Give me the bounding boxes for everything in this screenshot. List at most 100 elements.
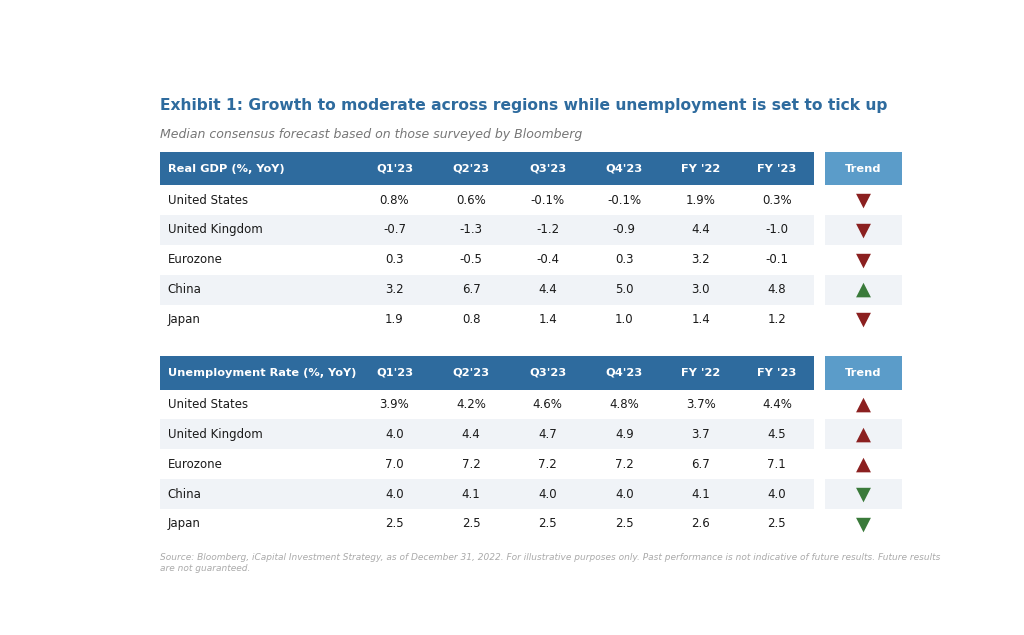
Text: Median consensus forecast based on those surveyed by Bloomberg: Median consensus forecast based on those… [160, 128, 582, 140]
Text: Q2'23: Q2'23 [453, 164, 489, 173]
Text: 4.9: 4.9 [614, 428, 634, 441]
Text: 4.4: 4.4 [539, 283, 557, 296]
FancyBboxPatch shape [824, 356, 902, 390]
FancyBboxPatch shape [160, 450, 814, 479]
Text: 4.0: 4.0 [385, 488, 403, 500]
FancyBboxPatch shape [824, 185, 902, 215]
Text: 0.8: 0.8 [462, 313, 480, 326]
FancyBboxPatch shape [824, 479, 902, 509]
Text: United States: United States [168, 398, 248, 411]
Text: United Kingdom: United Kingdom [168, 428, 262, 441]
Text: 2.5: 2.5 [539, 518, 557, 530]
Text: ▼: ▼ [856, 514, 870, 533]
Text: -0.7: -0.7 [383, 224, 406, 236]
Text: FY '22: FY '22 [681, 164, 721, 173]
Text: 4.0: 4.0 [539, 488, 557, 500]
Text: 6.7: 6.7 [462, 283, 480, 296]
FancyBboxPatch shape [824, 305, 902, 335]
Text: 1.2: 1.2 [767, 313, 786, 326]
FancyBboxPatch shape [160, 245, 814, 275]
FancyBboxPatch shape [824, 450, 902, 479]
Text: Eurozone: Eurozone [168, 458, 222, 471]
Text: Eurozone: Eurozone [168, 253, 222, 266]
Text: 4.0: 4.0 [615, 488, 634, 500]
FancyBboxPatch shape [160, 509, 814, 538]
Text: ▼: ▼ [856, 220, 870, 239]
Text: Q2'23: Q2'23 [453, 368, 489, 378]
FancyBboxPatch shape [824, 275, 902, 305]
Text: 7.2: 7.2 [462, 458, 480, 471]
Text: 4.6%: 4.6% [532, 398, 562, 411]
Text: Japan: Japan [168, 518, 201, 530]
Text: Q4'23: Q4'23 [605, 368, 643, 378]
Text: -0.4: -0.4 [537, 253, 559, 266]
Text: 3.2: 3.2 [691, 253, 711, 266]
Text: Trend: Trend [845, 164, 882, 173]
Text: -0.5: -0.5 [460, 253, 482, 266]
FancyBboxPatch shape [824, 420, 902, 450]
Text: 7.1: 7.1 [767, 458, 786, 471]
Text: 1.4: 1.4 [691, 313, 711, 326]
Text: 4.0: 4.0 [768, 488, 786, 500]
Text: China: China [168, 488, 202, 500]
Text: 3.9%: 3.9% [380, 398, 410, 411]
Text: 3.7%: 3.7% [686, 398, 716, 411]
Text: ▼: ▼ [856, 250, 870, 269]
Text: FY '23: FY '23 [757, 164, 797, 173]
Text: Exhibit 1: Growth to moderate across regions while unemployment is set to tick u: Exhibit 1: Growth to moderate across reg… [160, 98, 887, 113]
Text: Q3'23: Q3'23 [529, 164, 566, 173]
FancyBboxPatch shape [824, 152, 902, 185]
Text: ▼: ▼ [856, 190, 870, 210]
Text: 5.0: 5.0 [615, 283, 634, 296]
Text: -0.9: -0.9 [612, 224, 636, 236]
Text: 4.1: 4.1 [691, 488, 711, 500]
FancyBboxPatch shape [160, 275, 814, 305]
Text: 4.4: 4.4 [462, 428, 480, 441]
Text: Q1'23: Q1'23 [376, 164, 413, 173]
Text: 7.0: 7.0 [385, 458, 403, 471]
Text: -0.1%: -0.1% [530, 194, 564, 206]
Text: 4.5: 4.5 [768, 428, 786, 441]
Text: China: China [168, 283, 202, 296]
Text: 0.8%: 0.8% [380, 194, 410, 206]
Text: ▲: ▲ [856, 425, 870, 444]
Text: 3.2: 3.2 [385, 283, 403, 296]
Text: Unemployment Rate (%, YoY): Unemployment Rate (%, YoY) [168, 368, 356, 378]
Text: ▼: ▼ [856, 485, 870, 504]
Text: 4.2%: 4.2% [456, 398, 486, 411]
FancyBboxPatch shape [824, 245, 902, 275]
FancyBboxPatch shape [160, 152, 814, 185]
Text: FY '22: FY '22 [681, 368, 721, 378]
FancyBboxPatch shape [160, 356, 814, 390]
FancyBboxPatch shape [824, 390, 902, 420]
Text: 1.0: 1.0 [615, 313, 634, 326]
Text: ▲: ▲ [856, 280, 870, 299]
Text: ▲: ▲ [856, 395, 870, 414]
Text: 4.4: 4.4 [691, 224, 711, 236]
Text: 6.7: 6.7 [691, 458, 711, 471]
FancyBboxPatch shape [160, 390, 814, 420]
FancyBboxPatch shape [160, 185, 814, 215]
Text: 0.3: 0.3 [385, 253, 403, 266]
Text: 4.7: 4.7 [539, 428, 557, 441]
Text: 3.7: 3.7 [691, 428, 711, 441]
Text: 1.4: 1.4 [539, 313, 557, 326]
Text: Q4'23: Q4'23 [605, 164, 643, 173]
Text: 4.8%: 4.8% [609, 398, 639, 411]
Text: ▼: ▼ [856, 310, 870, 329]
Text: Trend: Trend [845, 368, 882, 378]
Text: Q3'23: Q3'23 [529, 368, 566, 378]
Text: -1.2: -1.2 [537, 224, 559, 236]
Text: -1.3: -1.3 [460, 224, 482, 236]
FancyBboxPatch shape [160, 215, 814, 245]
Text: -0.1: -0.1 [765, 253, 788, 266]
Text: 2.5: 2.5 [768, 518, 786, 530]
Text: 3.0: 3.0 [691, 283, 710, 296]
Text: 2.5: 2.5 [385, 518, 403, 530]
Text: 4.4%: 4.4% [762, 398, 792, 411]
Text: Real GDP (%, YoY): Real GDP (%, YoY) [168, 164, 285, 173]
Text: -0.1%: -0.1% [607, 194, 641, 206]
Text: FY '23: FY '23 [757, 368, 797, 378]
Text: -1.0: -1.0 [765, 224, 788, 236]
Text: 2.6: 2.6 [691, 518, 711, 530]
